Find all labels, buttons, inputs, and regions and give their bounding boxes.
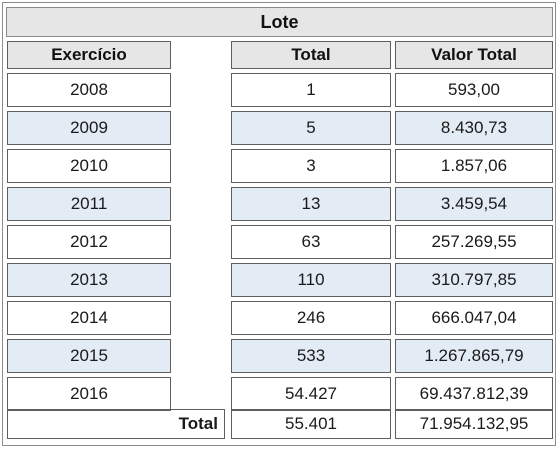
cell-total: 13	[231, 187, 391, 221]
cell-valor-total: 310.797,85	[395, 263, 553, 297]
cell-total: 5	[231, 111, 391, 145]
cell-total: 246	[231, 301, 391, 335]
cell-total: 1	[231, 73, 391, 107]
header-valor-total: Valor Total	[395, 41, 553, 69]
cell-total: 3	[231, 149, 391, 183]
cell-exercicio: 2010	[7, 149, 171, 183]
cell-valor-total: 3.459,54	[395, 187, 553, 221]
cell-exercicio: 2012	[7, 225, 171, 259]
header-exercicio: Exercício	[7, 41, 171, 69]
table-title: Lote	[6, 7, 553, 37]
cell-exercicio: 2008	[7, 73, 171, 107]
footer-total-label: Total	[7, 409, 225, 439]
cell-exercicio: 2014	[7, 301, 171, 335]
cell-valor-total: 593,00	[395, 73, 553, 107]
cell-total: 110	[231, 263, 391, 297]
cell-valor-total: 69.437.812,39	[395, 377, 553, 411]
cell-total: 533	[231, 339, 391, 373]
cell-valor-total: 1.267.865,79	[395, 339, 553, 373]
cell-valor-total: 666.047,04	[395, 301, 553, 335]
cell-exercicio: 2011	[7, 187, 171, 221]
lote-table: Lote Exercício Total Valor Total 2008 1 59…	[2, 2, 556, 446]
cell-total: 54.427	[231, 377, 391, 411]
cell-valor-total: 1.857,06	[395, 149, 553, 183]
footer-total-count: 55.401	[231, 409, 391, 439]
footer-total-value: 71.954.132,95	[395, 409, 553, 439]
cell-exercicio: 2015	[7, 339, 171, 373]
cell-exercicio: 2016	[7, 377, 171, 411]
cell-valor-total: 257.269,55	[395, 225, 553, 259]
header-total: Total	[231, 41, 391, 69]
cell-valor-total: 8.430,73	[395, 111, 553, 145]
cell-total: 63	[231, 225, 391, 259]
cell-exercicio: 2013	[7, 263, 171, 297]
cell-exercicio: 2009	[7, 111, 171, 145]
